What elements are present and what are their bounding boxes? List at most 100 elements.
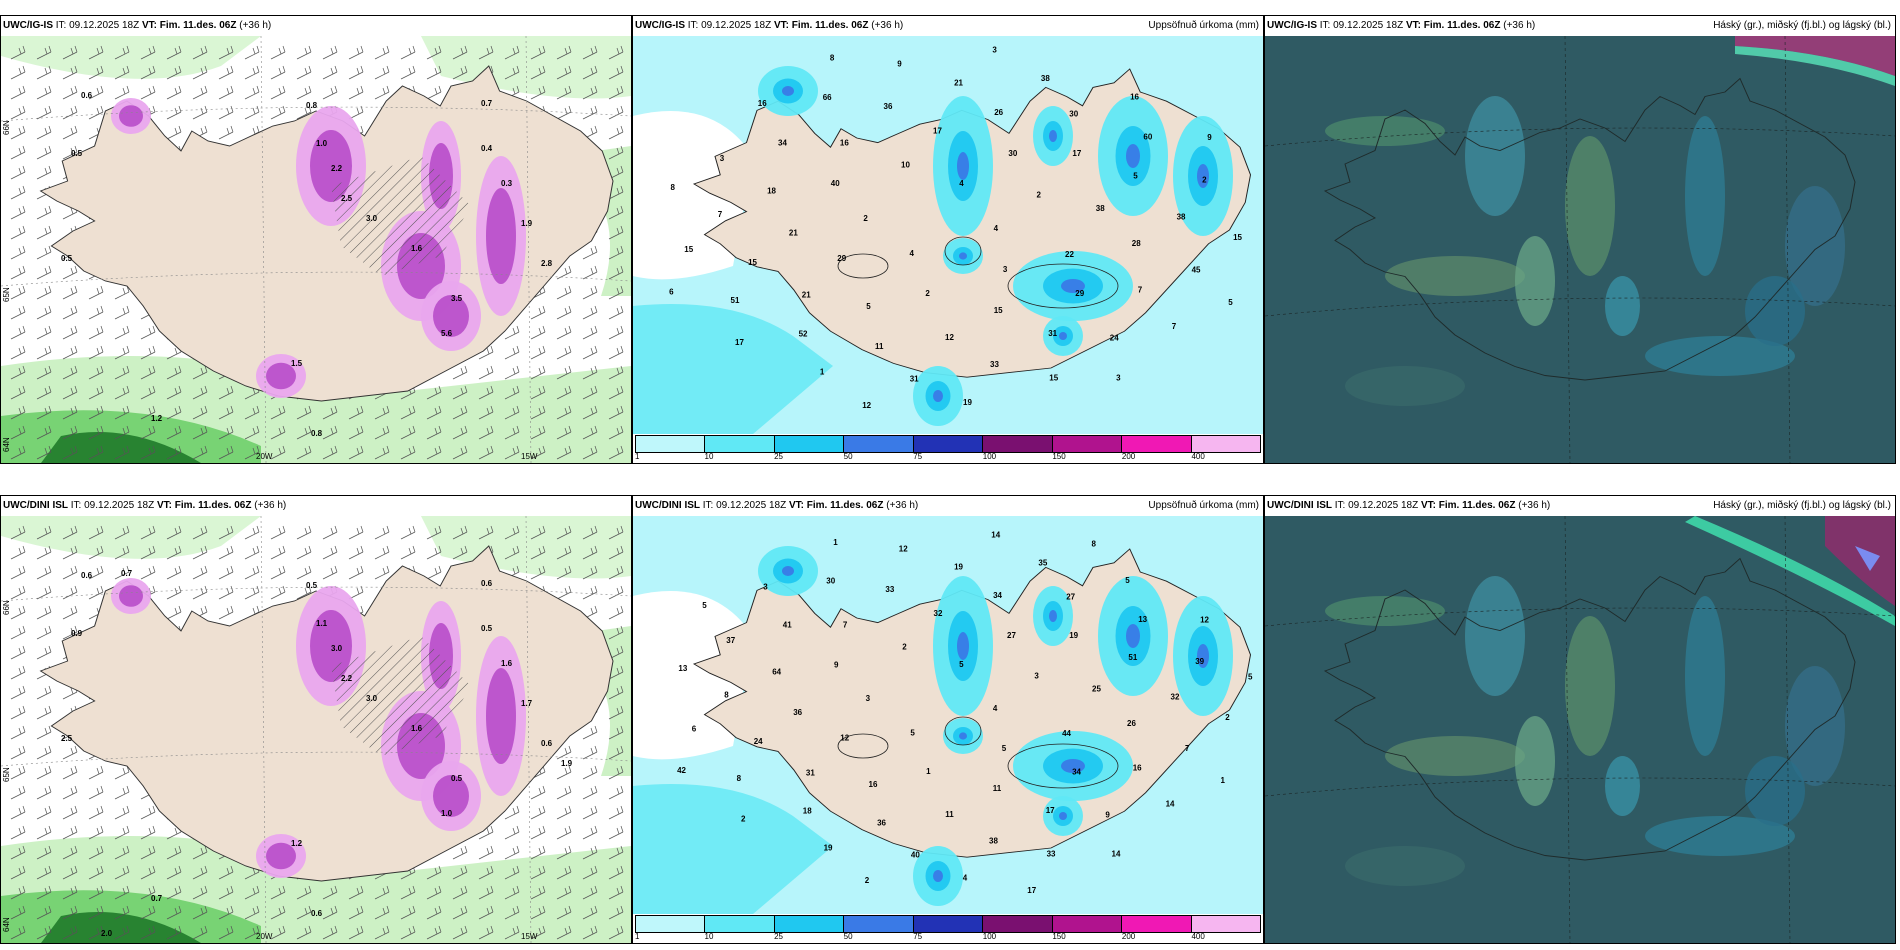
valid-time: Fim. 11.des. 06Z bbox=[806, 500, 884, 511]
panel-ig-wind: UWC/IG-IS IT: 09.12.2025 18Z VT: Fim. 11… bbox=[0, 15, 632, 464]
cloud-cover-map bbox=[1265, 36, 1895, 463]
panel-variable: Háský (gr.), miðský (fj.bl.) og lágský (… bbox=[1713, 20, 1891, 31]
precip-amount-label: 31 bbox=[806, 769, 815, 778]
precip-amount-label: 4 bbox=[963, 873, 968, 882]
precip-amount-label: 40 bbox=[831, 179, 840, 188]
wind-precip-map: 20W 15W 66N 65N 64N 0.6 0.9 0.5 0.6 1.1 3.0 2.2 3.0 1… bbox=[1, 516, 631, 943]
legend-swatch bbox=[1122, 916, 1192, 932]
precip-value-label: 0.7 bbox=[121, 569, 133, 578]
legend-tick-label: 50 bbox=[843, 932, 853, 941]
precip-amount-label: 38 bbox=[1096, 204, 1105, 213]
heavy-precip-core bbox=[433, 295, 469, 337]
precip-amount-label: 9 bbox=[834, 660, 839, 669]
lead-time: (+36 h) bbox=[254, 500, 287, 511]
grid-label: 65N bbox=[2, 287, 11, 302]
precip-amount-label: 5 bbox=[866, 302, 871, 311]
precip-amount-label: 21 bbox=[789, 228, 798, 237]
heavy-precip-core bbox=[486, 188, 516, 284]
precip-amount-label: 7 bbox=[1172, 322, 1177, 331]
precip-amount-label: 32 bbox=[1171, 693, 1180, 702]
precip-amount-label: 7 bbox=[843, 621, 848, 630]
precip-amount-label: 34 bbox=[1072, 768, 1081, 777]
precip-amount-label: 26 bbox=[1127, 719, 1136, 728]
precip-amount-label: 2 bbox=[902, 642, 907, 651]
precip-value-label: 3.0 bbox=[366, 214, 378, 223]
legend-swatch bbox=[983, 916, 1053, 932]
legend-swatch bbox=[636, 436, 706, 452]
legend-tick-label: 150 bbox=[1052, 452, 1066, 461]
precip-value-label: 0.6 bbox=[481, 579, 493, 588]
precip-value-label: 1.0 bbox=[316, 139, 328, 148]
precip-value-label: 0.5 bbox=[71, 149, 83, 158]
precip-amount-label: 34 bbox=[778, 138, 787, 147]
precip-value-label: 0.6 bbox=[81, 91, 93, 100]
cloud-layer bbox=[1645, 336, 1795, 376]
precip-value-label: 1.7 bbox=[521, 699, 533, 708]
grid-label: 15W bbox=[521, 452, 538, 461]
precip-amount-label: 7 bbox=[1138, 285, 1143, 294]
precip-amount-label: 5 bbox=[1133, 171, 1138, 180]
grid-label: 66N bbox=[2, 120, 11, 135]
precip-amount-label: 12 bbox=[862, 401, 871, 410]
precip-value-label: 0.5 bbox=[61, 254, 73, 263]
precip-value-label: 3.0 bbox=[366, 694, 378, 703]
precip-amount-label: 9 bbox=[1105, 810, 1110, 819]
glacier-outline bbox=[1007, 263, 1119, 309]
precip-value-label: 1.9 bbox=[561, 759, 573, 768]
cloud-layer bbox=[1785, 666, 1845, 786]
legend-colorbar bbox=[635, 915, 1261, 933]
panel-variable: Háský (gr.), miðský (fj.bl.) og lágský (… bbox=[1713, 500, 1891, 511]
cloud-layer bbox=[1385, 256, 1525, 296]
wind-precip-map: 20W 15W 66N 65N 64N 0.6 0.5 0.8 0.7 1.0 2.2 2.5 3.0 1… bbox=[1, 36, 631, 463]
heavy-precip-core bbox=[433, 775, 469, 817]
precip-value-label: 0.5 bbox=[481, 624, 493, 633]
graticule bbox=[1265, 516, 1895, 943]
precip-amount-label: 4 bbox=[993, 704, 998, 713]
precip-amount-label: 16 bbox=[840, 138, 849, 147]
legend-swatch bbox=[844, 916, 914, 932]
high-cloud-peak bbox=[1855, 546, 1880, 571]
legend-swatch bbox=[983, 436, 1053, 452]
glacier-outline bbox=[944, 716, 982, 746]
precip-amount-label: 3 bbox=[763, 582, 768, 591]
grid-label: 64N bbox=[2, 917, 11, 932]
legend-swatch bbox=[844, 436, 914, 452]
precip-amount-label: 1 bbox=[820, 368, 825, 377]
precip-amount-label: 6 bbox=[692, 725, 697, 734]
precip-amount-label: 13 bbox=[678, 664, 687, 673]
precip-amount-label: 15 bbox=[1049, 374, 1058, 383]
high-cloud-area bbox=[1825, 516, 1895, 606]
cloud-cover-map bbox=[1265, 516, 1895, 943]
precip-amount-label: 33 bbox=[1047, 849, 1056, 858]
valid-label: VT: bbox=[1420, 500, 1436, 511]
precip-amount-label: 24 bbox=[754, 737, 763, 746]
precip-amount-label: 18 bbox=[803, 807, 812, 816]
precip-amount-label: 1 bbox=[1221, 776, 1226, 785]
grid-label: 20W bbox=[256, 452, 273, 461]
legend-tick-label: 150 bbox=[1052, 932, 1066, 941]
precip-amount-label: 30 bbox=[1008, 149, 1017, 158]
precip-value-label: 0.6 bbox=[81, 571, 93, 580]
iceland-outline bbox=[1323, 557, 1856, 861]
precip-amount-label: 12 bbox=[1200, 616, 1209, 625]
legend-swatch bbox=[1191, 916, 1260, 932]
legend-tick-label: 10 bbox=[704, 452, 714, 461]
precip-amount-label: 38 bbox=[989, 836, 998, 845]
precip-value-label: 1.6 bbox=[501, 659, 513, 668]
precip-legend: 1 10 25 50 75 100 150 200 400 bbox=[635, 915, 1261, 941]
legend-tick-label: 200 bbox=[1121, 452, 1136, 461]
legend-swatch bbox=[1052, 916, 1123, 932]
precip-amount-label: 5 bbox=[702, 601, 707, 610]
precip-amount-label: 1 bbox=[926, 767, 931, 776]
graticule bbox=[1265, 36, 1895, 463]
precip-amount-label: 14 bbox=[1112, 850, 1121, 859]
precip-value-label: 0.3 bbox=[501, 179, 513, 188]
precip-amount-label: 17 bbox=[1072, 149, 1081, 158]
precip-amount-label: 11 bbox=[945, 810, 954, 819]
legend-swatch bbox=[705, 916, 775, 932]
init-time: IT: 09.12.2025 18Z bbox=[1334, 500, 1419, 511]
precip-amount-label: 15 bbox=[1233, 233, 1242, 242]
precip-value-label: 2.5 bbox=[61, 734, 73, 743]
grid-label: 64N bbox=[2, 437, 11, 452]
legend-swatch bbox=[913, 436, 984, 452]
